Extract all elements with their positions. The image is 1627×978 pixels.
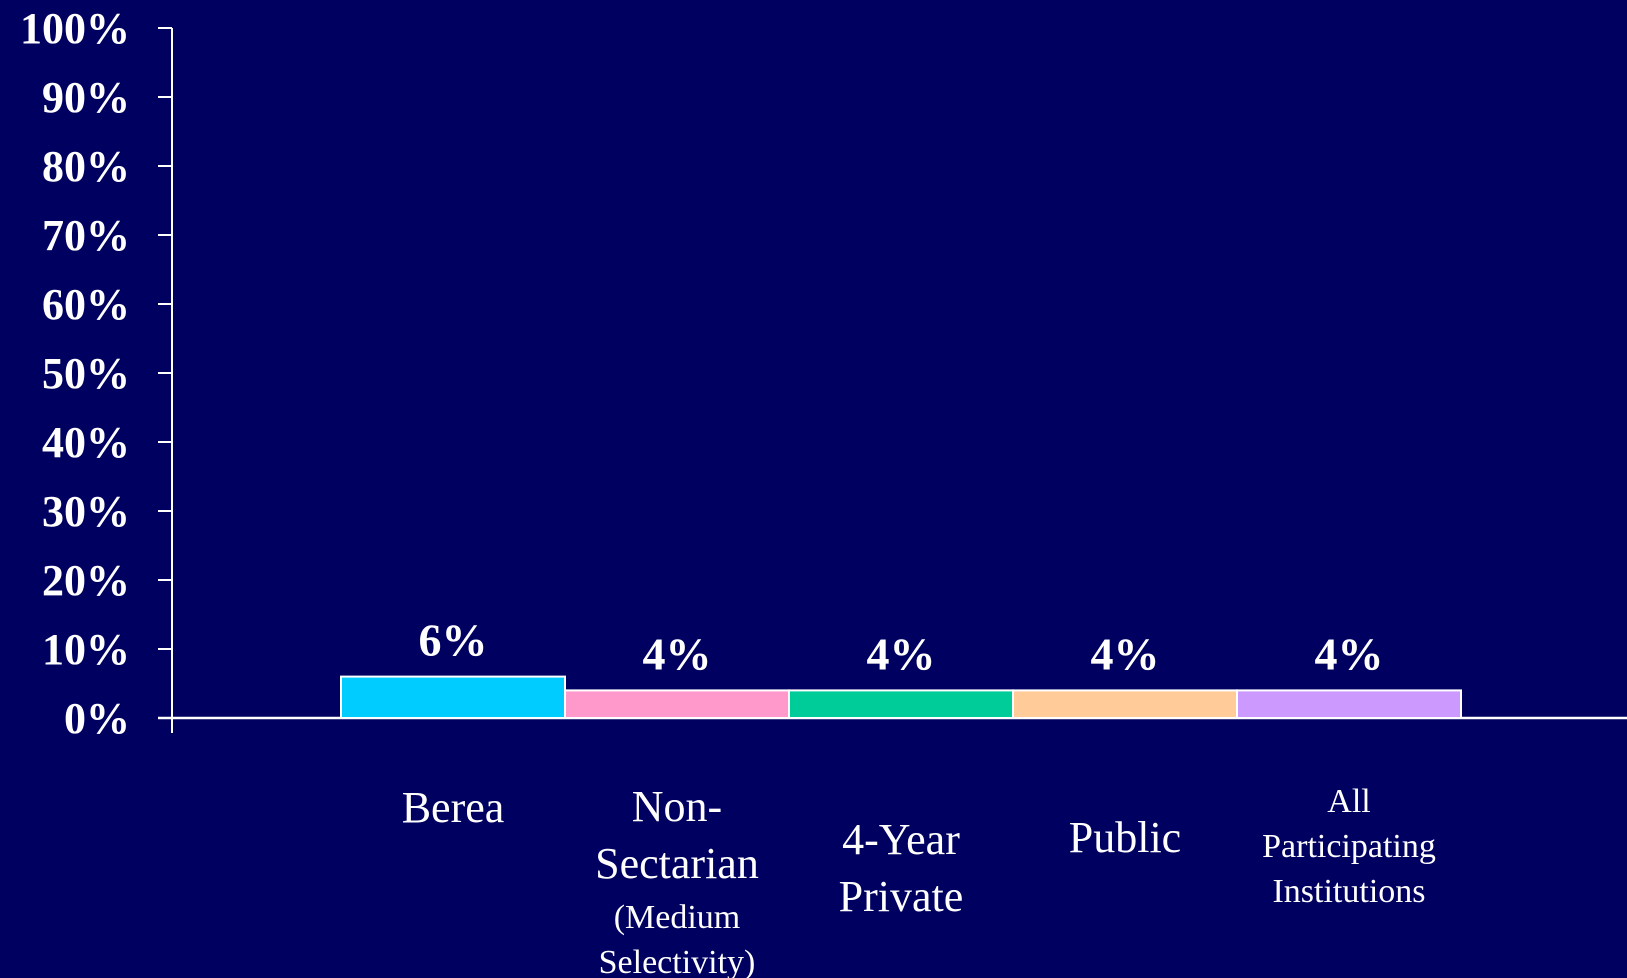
category-label: Berea [402,783,505,832]
category-label: (Medium [614,899,741,936]
category-label: 4-Year [842,815,960,864]
data-label: 4% [1315,628,1384,679]
category-label: All [1327,783,1370,820]
data-label: 4% [643,628,712,679]
bar [340,675,566,719]
data-label: 6% [419,615,488,666]
category-label: Institutions [1272,873,1425,910]
bar [788,689,1014,720]
y-tick-label: 30% [42,487,130,536]
category-labels-group: Berea Non- Sectarian (Medium Selectivity) 4-Y… [402,782,1436,978]
category-label: Private [839,872,964,921]
bars-group [340,675,1462,720]
y-tick-label: 0% [64,694,130,743]
bar [564,689,790,720]
data-labels-group: 6% 4% 4% 4% 4% [419,615,1384,680]
data-label: 4% [1091,628,1160,679]
category-label: Participating [1262,828,1436,865]
y-tick-label: 90% [42,73,130,122]
y-tick-label: 10% [42,625,130,674]
data-label: 4% [867,628,936,679]
y-tick-label: 20% [42,556,130,605]
bar [1012,689,1238,720]
bar [1236,689,1462,720]
category-label: Selectivity) [599,944,756,978]
y-tick-label: 100% [20,4,130,53]
category-label: Non- [632,782,722,831]
y-axis-ticks: 0% 10% 20% 30% 40% 50% 60% 70% 80% 90% 100% [20,4,172,743]
y-tick-label: 50% [42,349,130,398]
y-tick-label: 60% [42,280,130,329]
y-tick-label: 40% [42,418,130,467]
category-label: Public [1069,813,1181,862]
y-tick-label: 70% [42,211,130,260]
y-tick-label: 80% [42,142,130,191]
category-label: Sectarian [595,839,759,888]
